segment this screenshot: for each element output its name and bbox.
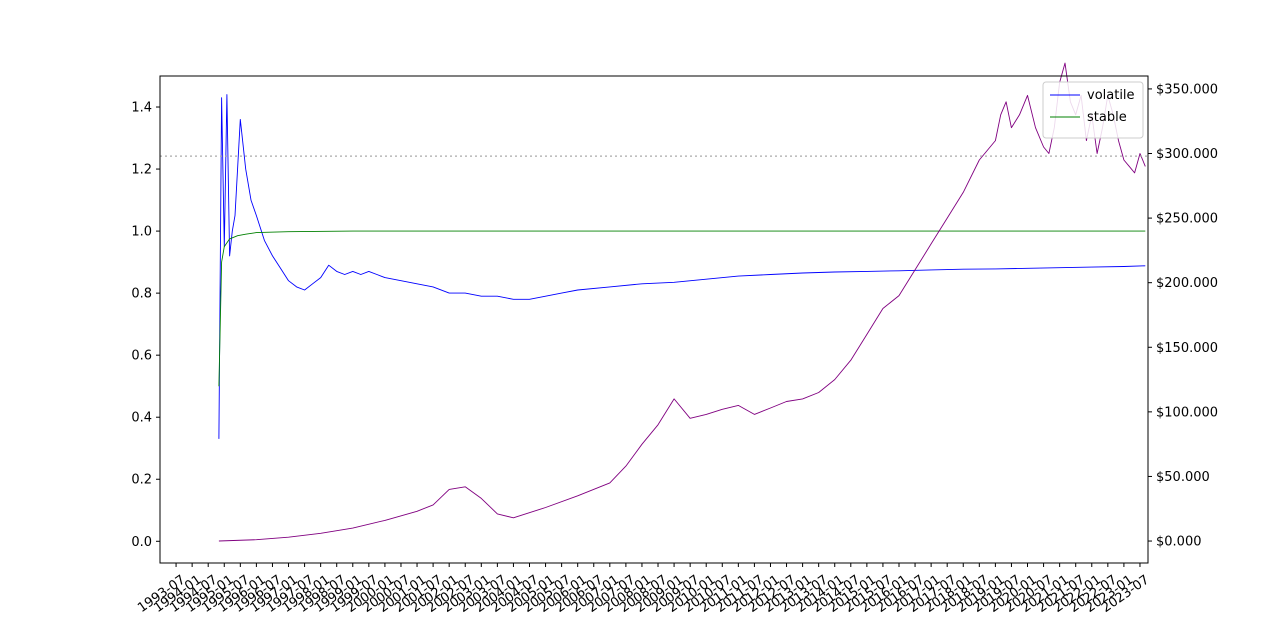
y-right-tick-label: $0.000 (1156, 535, 1202, 550)
y-right-axis: $0.000 $50.000 $100.000 $150.000 $200.000 $25… (1148, 82, 1218, 550)
y-right-tick-label: $200.000 (1156, 276, 1218, 291)
y-right-tick-label: $350.000 (1156, 82, 1218, 97)
x-axis: 1993-071994-011994-071995-011995-071996-… (135, 563, 1152, 616)
y-left-tick-label: 1.2 (131, 163, 152, 178)
legend: volatile stable (1042, 81, 1144, 139)
y-right-tick-label: $50.000 (1156, 470, 1210, 485)
legend-box (1042, 81, 1144, 139)
legend-label: stable (1087, 110, 1127, 125)
y-left-tick-label: 0.0 (131, 535, 152, 550)
y-left-tick-label: 0.6 (131, 349, 152, 364)
y-left-tick-label: 0.8 (131, 287, 152, 302)
y-right-tick-label: $100.000 (1156, 405, 1218, 420)
y-left-axis: 0.0 0.2 0.4 0.6 0.8 1.0 1.2 1.4 (131, 101, 160, 550)
plot-area (160, 76, 1148, 563)
series-line-stable (218, 230, 1146, 387)
legend-label: volatile (1087, 88, 1135, 103)
y-left-tick-label: 1.0 (131, 225, 152, 240)
series-line-volatile (218, 94, 1146, 439)
y-right-tick-label: $300.000 (1156, 147, 1218, 162)
y-left-tick-label: 0.4 (131, 411, 152, 426)
plot-frame (159, 75, 1149, 564)
y-left-tick-label: 1.4 (131, 101, 152, 116)
y-right-tick-label: $150.000 (1156, 341, 1218, 356)
y-right-tick-label: $250.000 (1156, 212, 1218, 227)
y-left-tick-label: 0.2 (131, 473, 152, 488)
